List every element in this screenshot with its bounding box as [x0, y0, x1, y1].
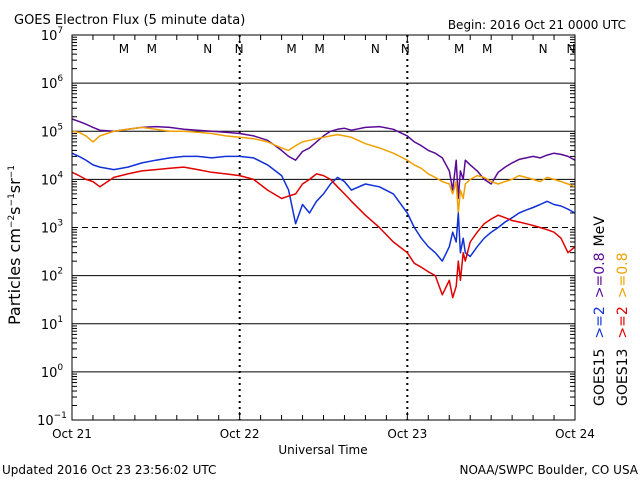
legend-goes15-2mev: >=2: [592, 306, 608, 338]
marker-label: N: [235, 42, 244, 56]
y-tick-label: 103: [41, 219, 63, 237]
legend-goes13-08mev: >=0.8: [615, 252, 631, 298]
y-tick-exponent: 2: [57, 267, 63, 277]
y-tick-label: 102: [41, 267, 63, 285]
y-tick-exponent: 3: [57, 219, 63, 229]
flux-series: [71, 118, 576, 299]
legend-goes15-08mev: >=0.8: [592, 252, 608, 298]
legend-goes13-row: GOES13 >=2 >=0.8: [615, 252, 631, 406]
y-tick-label: 101: [41, 315, 63, 333]
chart-title: GOES Electron Flux (5 minute data): [14, 13, 245, 28]
series-line: [71, 166, 576, 299]
y-tick-exponent: −1: [54, 411, 67, 421]
begin-time-label: Begin: 2016 Oct 21 0000 UTC: [448, 18, 626, 32]
x-tick-labels: Oct 21 Oct 22 Oct 23 Oct 24: [52, 427, 595, 441]
legend-unit: MeV: [592, 216, 608, 247]
x-tick-label: Oct 22: [220, 427, 260, 441]
legend: GOES15 >=2 >=0.8 MeV GOES13 >=2 >=0.8: [592, 216, 631, 406]
x-tick-label: Oct 24: [555, 427, 595, 441]
y-tick-exponent: 6: [57, 74, 63, 84]
y-tick-exponent: 1: [57, 315, 63, 325]
x-tick-label: Oct 21: [52, 427, 92, 441]
y-tick-exponent: 0: [57, 363, 63, 373]
y-tick-exponent: 4: [57, 170, 63, 180]
legend-goes15-row: GOES15 >=2 >=0.8 MeV: [592, 216, 608, 406]
marker-label: M: [147, 42, 157, 56]
y-tick-exponent: 5: [57, 122, 63, 132]
grid-lines: [72, 82, 575, 373]
y-tick-mantissa: 10: [41, 270, 58, 285]
y-tick-mantissa: 10: [41, 318, 58, 333]
y-tick-mantissa: 10: [41, 366, 58, 381]
x-axis-title: Universal Time: [278, 443, 367, 457]
y-tick-mantissa: 10: [41, 29, 58, 44]
series-line: [71, 118, 576, 200]
plot-frame: [71, 34, 576, 421]
marker-label: M: [286, 42, 296, 56]
updated-timestamp: Updated 2016 Oct 23 23:56:02 UTC: [2, 463, 216, 477]
marker-label: N: [203, 42, 212, 56]
y-axis-title: Particles cm−2s−1sr−1: [5, 165, 24, 325]
day-separators: [71, 35, 576, 420]
marker-label: M: [119, 42, 129, 56]
legend-goes13-2mev: >=2: [615, 306, 631, 338]
legend-goes13: GOES13: [615, 349, 631, 406]
marker-label: M: [314, 42, 324, 56]
y-tick-label: 10−1: [37, 411, 67, 429]
marker-label: M: [482, 42, 492, 56]
series-line: [71, 126, 576, 214]
y-tick-mantissa: 10: [41, 125, 58, 140]
y-tick-label: 100: [41, 363, 64, 381]
y-tick-exponent: 7: [57, 26, 63, 36]
y-tick-mantissa: 10: [37, 414, 54, 429]
marker-label: N: [371, 42, 380, 56]
marker-label: N: [539, 42, 548, 56]
legend-goes15: GOES15: [592, 349, 608, 406]
y-tick-mantissa: 10: [41, 173, 58, 188]
y-tick-label: 105: [41, 122, 63, 140]
marker-label: N: [401, 42, 410, 56]
credit-label: NOAA/SWPC Boulder, CO USA: [460, 463, 639, 477]
marker-label: M: [454, 42, 464, 56]
x-tick-label: Oct 23: [387, 427, 427, 441]
y-tick-label: 106: [41, 74, 64, 92]
series-line: [71, 152, 576, 262]
y-tick-mantissa: 10: [41, 222, 58, 237]
y-tick-label: 104: [41, 170, 64, 188]
y-tick-label: 107: [41, 26, 63, 44]
marker-label: N: [567, 42, 576, 56]
y-tick-mantissa: 10: [41, 77, 58, 92]
